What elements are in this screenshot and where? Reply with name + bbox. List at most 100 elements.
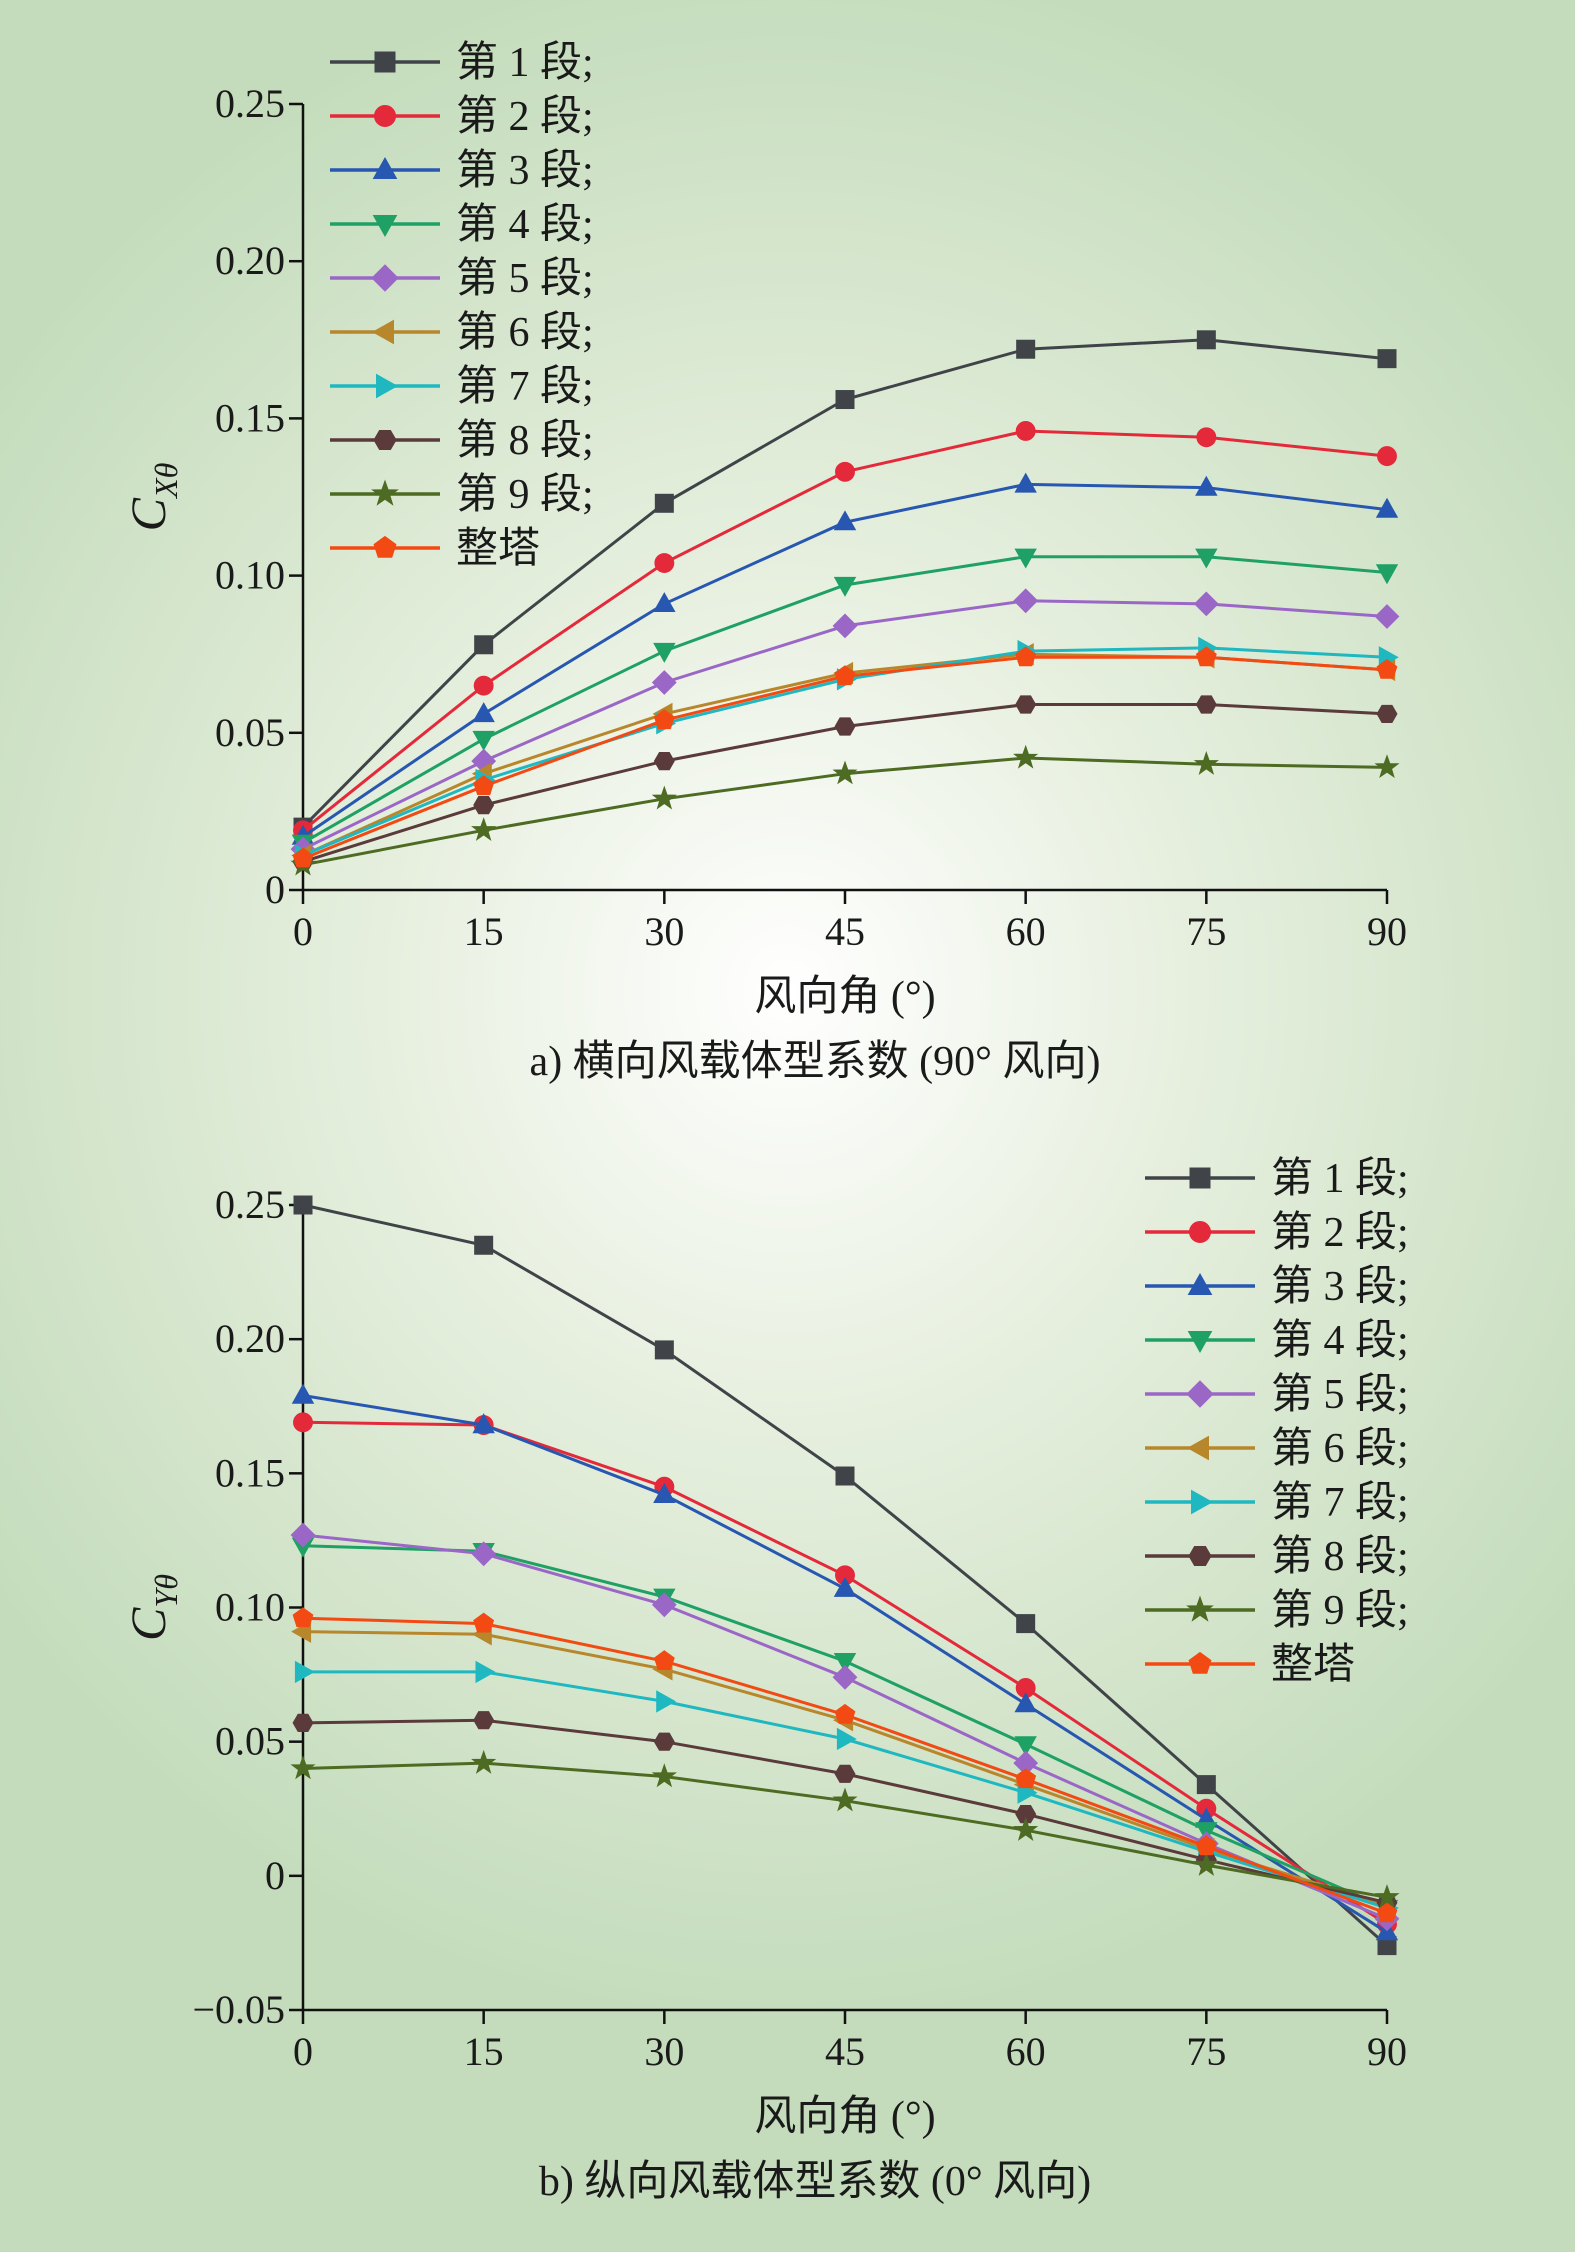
legend-marker [1186,1435,1209,1461]
series-3-point [1014,1692,1037,1713]
legend-marker [371,479,399,506]
series-2-point [654,553,675,573]
y-tick-label: 0.20 [215,238,285,283]
series-3-point [1195,475,1218,496]
series-8-point [834,1764,856,1783]
chart-b-longitudinal: 0 15 30 45 60 75 90−0.0500.050.100.150.200.25风… [120,1156,1409,2205]
legend-marker [376,373,399,399]
series-3-point [472,1413,495,1434]
series-10-point [473,775,495,796]
y-tick-label: −0.05 [192,1987,285,2032]
series-10-point [1015,646,1037,667]
legend-label: 第 4 段; [456,202,594,248]
legend-label: 第 7 段; [456,364,594,410]
legend-label: 整塔 [456,526,540,572]
series-3-point [833,1576,857,1597]
series-9-point [1013,1816,1039,1841]
series-7-point [836,1727,857,1751]
series-1-point [654,1340,674,1360]
legend-marker [1189,1167,1211,1189]
x-tick-label: 90 [1367,909,1407,954]
legend-marker [1191,1489,1214,1515]
series-10-point [292,847,314,868]
x-tick-label: 75 [1186,909,1226,954]
x-tick-label: 0 [293,909,313,954]
x-tick-label: 45 [825,2029,865,2074]
x-tick-label: 75 [1186,2029,1226,2074]
series-8-point [1015,695,1037,714]
legend: 第 1 段; 第 2 段; 第 3 段; 第 4 段; 第 5 段; 第 6 段; 第 7 … [330,40,594,572]
series-9-point [651,1763,677,1788]
legend-label: 第 4 段; [1271,1318,1409,1364]
series-9-point [832,760,858,785]
x-tick-label: 45 [825,909,865,954]
x-axis-label: 风向角 (°) [754,974,935,1020]
legend-marker [1187,1331,1213,1354]
y-tick-label: 0.25 [215,81,285,126]
x-tick-label: 15 [464,2029,504,2074]
series-10-point [1376,1902,1398,1923]
legend-label: 第 8 段; [456,418,594,464]
y-tick-label: 0.10 [215,1585,285,1630]
series-1-point [1016,1614,1036,1634]
series-9-point [1193,1851,1219,1876]
legend-marker [371,264,399,292]
series-7-point [656,1690,677,1713]
legend-marker [374,105,396,127]
x-tick-label: 90 [1367,2029,1407,2074]
series-2-point [293,1412,313,1433]
series-8-point [653,1732,675,1751]
legend-label: 第 1 段; [1271,1156,1409,1202]
legend-label: 第 2 段; [456,94,594,140]
legend-label: 第 5 段; [1271,1372,1409,1418]
series-10-point [1195,646,1217,667]
series-5-point [290,1522,316,1548]
series-9-point [290,1755,316,1780]
series-4-point [833,1653,857,1674]
series-line-10 [302,655,1388,860]
series-1-point [1196,1775,1216,1795]
series-9-point [1013,744,1039,769]
series-3-point [833,510,857,531]
series-1-point [835,1466,855,1486]
legend-marker [1188,1651,1212,1674]
legend-marker [1187,1272,1213,1295]
legend-label: 第 9 段; [456,472,594,518]
legend-marker [374,51,396,73]
series-9-point [1193,750,1219,775]
series-3-point [291,1383,315,1404]
legend-marker [372,156,398,179]
y-tick-label: 0 [265,1853,285,1898]
legend-marker [1188,1546,1212,1566]
series-4-point [1014,1736,1037,1757]
series-10-point [292,1607,314,1628]
series-4-point [833,576,857,597]
series-2-point [1196,427,1217,448]
series-1-point [474,1235,494,1255]
series-9-point [651,785,677,810]
series-5-point [1013,588,1039,614]
legend-marker [1189,1221,1211,1243]
legend-label: 第 3 段; [1271,1264,1409,1310]
series-4-point [653,642,676,663]
legend-label: 第 2 段; [1271,1210,1409,1256]
series-5-point [651,670,677,695]
series-2-point [835,461,855,482]
series-5-point [1193,591,1219,617]
series-1-point [1196,330,1216,350]
series-3-point [653,1482,676,1503]
series-10-point [834,1703,856,1724]
series-10-point [473,1612,495,1633]
series-8-point [1195,695,1217,714]
series-10-point [653,709,675,730]
series-9-point [471,817,497,841]
legend-marker [372,215,398,238]
chart-caption: b) 纵向风载体型系数 (0° 风向) [539,2159,1091,2205]
x-axis-label: 风向角 (°) [754,2094,935,2140]
series-7-point [475,1660,496,1684]
series-10-point [653,1650,675,1670]
y-tick-label: 0 [265,867,285,912]
y-axis-label: CYθ [120,1574,184,1641]
series-8-point [292,1713,314,1732]
series-8-point [1015,1805,1037,1824]
